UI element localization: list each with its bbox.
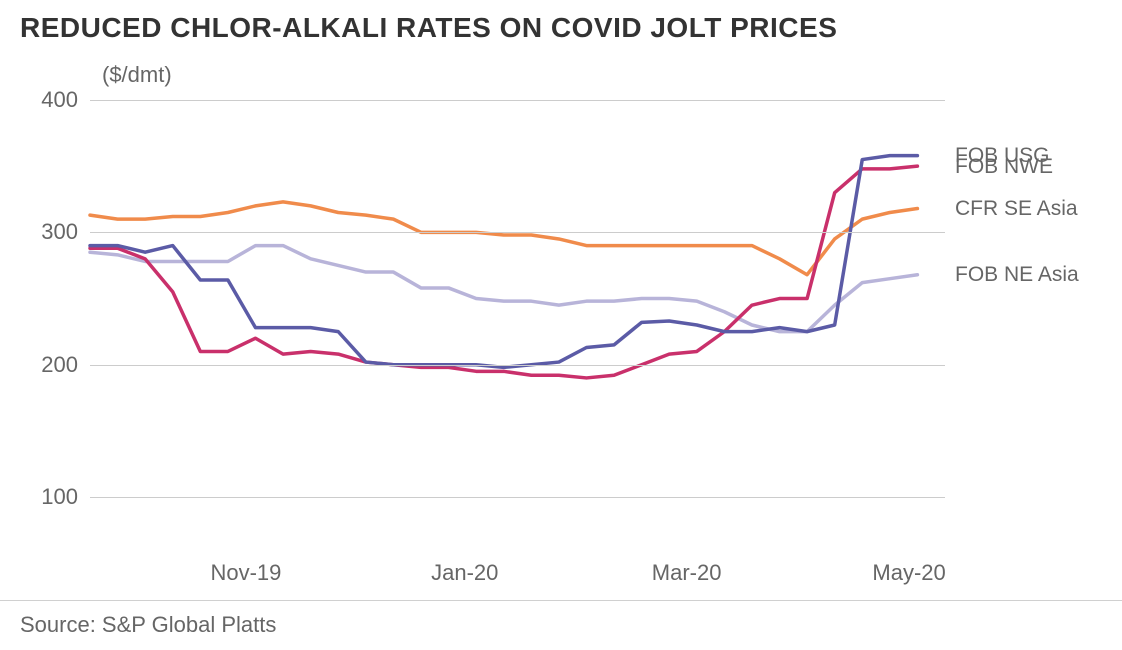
series-label-cfr-se-asia: CFR SE Asia (955, 197, 1078, 221)
x-tick-label: Mar-20 (652, 560, 722, 586)
x-tick-label: Jan-20 (431, 560, 498, 586)
chart-title: REDUCED CHLOR-ALKALI RATES ON COVID JOLT… (20, 12, 837, 44)
chart-plot-area (90, 100, 945, 550)
gridline (90, 232, 945, 233)
y-tick-label: 100 (41, 484, 78, 510)
gridline (90, 100, 945, 101)
gridline (90, 365, 945, 366)
y-tick-label: 400 (41, 87, 78, 113)
y-axis-label: ($/dmt) (102, 62, 172, 88)
gridline (90, 497, 945, 498)
series-line-cfr-se-asia (90, 202, 917, 275)
source-text: Source: S&P Global Platts (20, 612, 276, 638)
y-tick-label: 300 (41, 219, 78, 245)
series-line-fob-nwe (90, 166, 917, 378)
x-tick-label: Nov-19 (210, 560, 281, 586)
x-tick-label: May-20 (872, 560, 945, 586)
series-line-fob-ne-asia (90, 246, 917, 332)
divider (0, 600, 1122, 601)
chart-lines (90, 100, 945, 550)
series-label-fob-nwe: FOB NWE (955, 155, 1053, 179)
series-label-fob-ne-asia: FOB NE Asia (955, 263, 1079, 287)
y-tick-label: 200 (41, 352, 78, 378)
